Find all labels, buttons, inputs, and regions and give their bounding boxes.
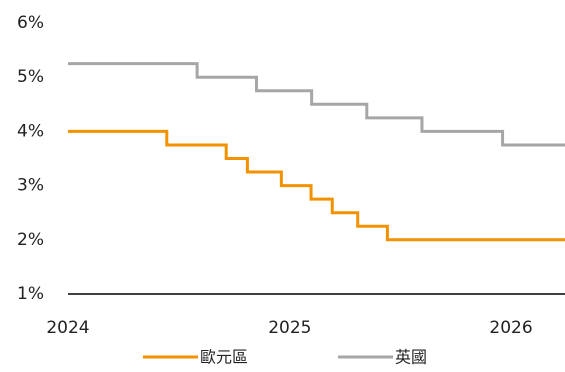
x-tick-label: 2025 — [268, 318, 311, 338]
legend-label: 英國 — [395, 348, 427, 367]
x-tick-label: 2024 — [46, 318, 89, 338]
x-axis-ticks: 2024 2025 2026 — [46, 318, 532, 338]
y-tick-label: 6% — [17, 13, 44, 33]
series-line-uk — [68, 62, 565, 147]
legend: 歐元區 英國 — [143, 348, 427, 367]
y-tick-label: 5% — [17, 67, 44, 87]
y-tick-label: 3% — [17, 176, 44, 196]
legend-label: 歐元區 — [200, 348, 248, 367]
series-layer — [68, 62, 565, 242]
x-tick-label: 2026 — [489, 318, 532, 338]
y-tick-label: 4% — [17, 121, 44, 141]
y-tick-label: 1% — [17, 284, 44, 304]
series-line-eurozone — [68, 129, 565, 242]
y-axis-ticks: 1% 2% 3% 4% 5% 6% — [17, 13, 44, 304]
y-tick-label: 2% — [17, 230, 44, 250]
